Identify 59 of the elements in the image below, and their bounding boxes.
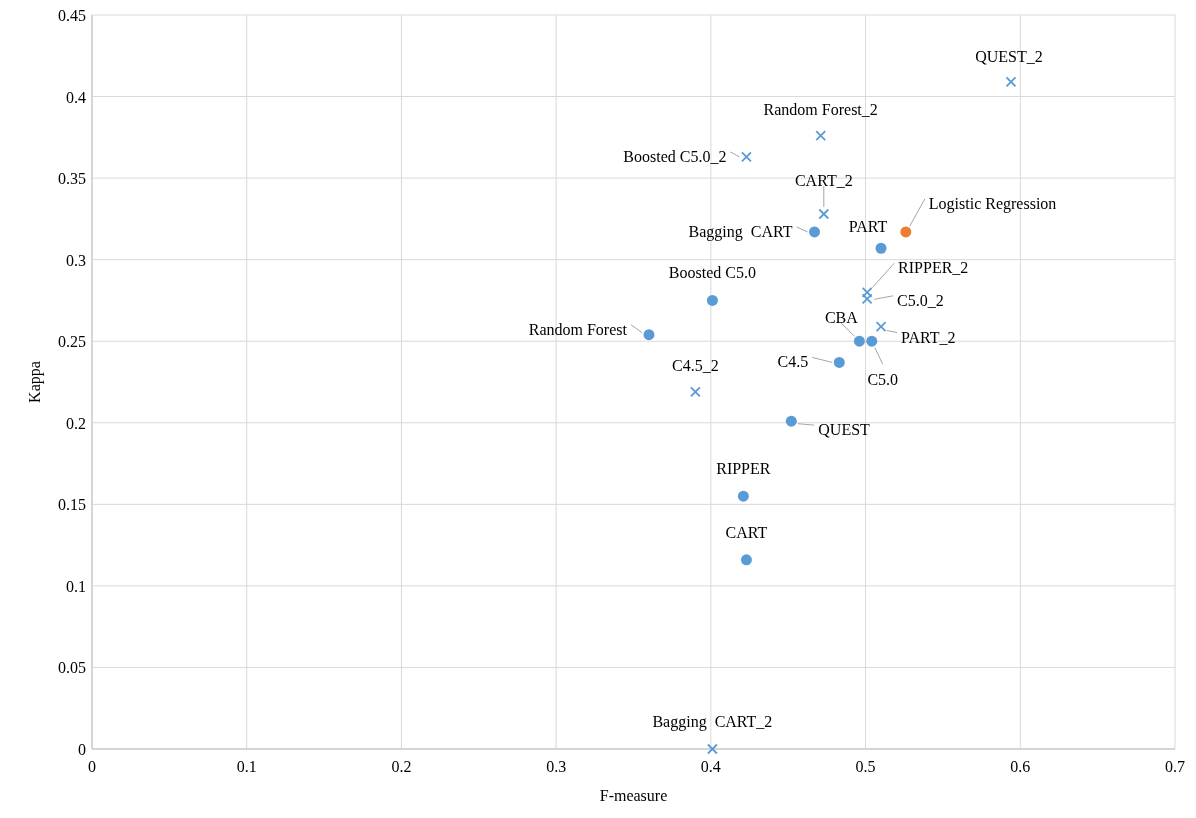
point [875,242,887,254]
annotation: C4.5_2 [672,356,719,374]
point [866,335,878,347]
point [815,130,827,142]
y-tick-label: 0.35 [58,170,86,188]
annotation: Boosted C5.0 [668,264,756,282]
annotation: Random Forest [528,320,628,338]
y-tick-label: 0.2 [66,414,86,432]
y-tick-label: 0.4 [66,88,86,106]
point [706,294,718,306]
y-tick-label: 0 [78,741,86,758]
y-tick-label: 0.15 [58,496,86,514]
annotation: Random Forest_2 [763,100,878,118]
x-tick-label: 0.2 [391,758,412,775]
point [875,321,887,332]
annotation: Bagging CART [688,222,793,241]
point [707,743,718,755]
annotation: Bagging CART_2 [652,713,773,731]
annotation: PART [848,218,888,236]
y-tick-label: 0.1 [66,577,86,595]
x-tick-label: 0.4 [700,758,721,775]
point [737,490,749,502]
point [853,335,865,347]
point [861,293,873,305]
point [900,226,912,238]
point [689,386,701,398]
point [833,356,845,368]
x-tick-label: 0.3 [546,758,567,775]
annotation: CBA [824,309,859,327]
annotation: Boosted C5.0_2 [623,147,727,165]
annotation: C5.0 [867,371,899,389]
annotation: Logistic Regression [928,194,1057,213]
y-tick-label: 0.05 [58,659,86,677]
point [809,226,821,238]
annotation: C5.0_2 [897,291,944,309]
y-tick-label: 0.45 [58,7,86,24]
point [1005,76,1017,88]
x-tick-label: 0.7 [1165,758,1185,775]
y-tick-label: 0.25 [58,333,86,351]
annotation: RIPPER [716,460,771,478]
annotation: QUEST [818,421,871,439]
annotation: RIPPER_2 [898,259,969,277]
point [785,415,797,427]
annotation: CART_2 [794,172,853,189]
y-axis-title: Kappa [26,361,44,403]
point [861,286,873,298]
annotation: PART_2 [901,328,956,346]
point [741,151,752,163]
point [643,329,655,341]
x-tick-label: 0.5 [855,758,876,775]
x-axis-title: F-measure [599,787,668,804]
annotation: CART [725,523,768,541]
x-tick-label: 0.1 [236,758,257,775]
x-tick-label: 0.6 [1010,758,1031,775]
point [740,554,752,566]
annotation: QUEST_2 [975,47,1043,65]
y-tick-label: 0.3 [66,251,86,269]
point [818,208,830,220]
annotation: C4.5 [777,353,809,371]
